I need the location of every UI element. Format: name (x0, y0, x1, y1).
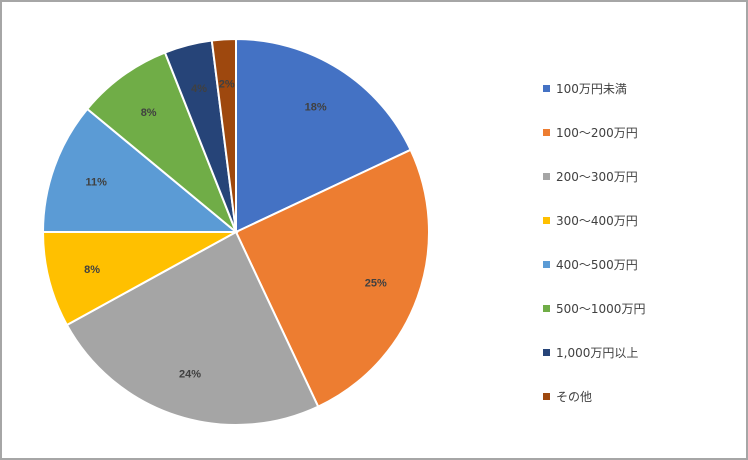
legend-swatch (543, 84, 550, 92)
legend-label: 1,000万円以上 (556, 345, 639, 360)
data-label: 2% (219, 79, 235, 91)
pie-slice (41, 231, 237, 327)
data-label: 4% (191, 83, 207, 95)
pie-slice (235, 37, 412, 234)
legend-item: 100万円未満 (543, 66, 645, 110)
data-label: 8% (84, 264, 100, 276)
legend-label: 100～200万円 (556, 125, 638, 140)
legend-label: 400～500万円 (556, 257, 638, 272)
legend-swatch (543, 128, 550, 136)
legend-item: 100～200万円 (543, 110, 645, 154)
pie-slice (41, 107, 239, 233)
legend-swatch (543, 392, 550, 400)
data-label: 8% (141, 107, 157, 119)
legend-swatch (543, 260, 550, 268)
legend-item: 1,000万円以上 (543, 330, 645, 374)
legend-item: 200～300万円 (543, 154, 645, 198)
legend-item: 500～1000万円 (543, 286, 645, 330)
data-label: 18% (305, 102, 327, 114)
legend-swatch (543, 348, 550, 356)
legend-swatch (543, 172, 550, 180)
data-label: 25% (365, 277, 387, 289)
legend-label: 300～400万円 (556, 213, 638, 228)
chart-legend: 100万円未満 100～200万円 200～300万円 300～400万円 400～50… (543, 66, 645, 418)
pie-slice (65, 230, 320, 426)
pie-slice (85, 51, 237, 233)
legend-item: 300～400万円 (543, 198, 645, 242)
data-label: 24% (179, 368, 201, 380)
legend-item: その他 (543, 374, 645, 418)
legend-item: 400～500万円 (543, 242, 645, 286)
legend-label: その他 (556, 389, 593, 404)
legend-swatch (543, 304, 550, 312)
legend-swatch (543, 216, 550, 224)
data-label: 11% (85, 177, 107, 189)
legend-label: 200～300万円 (556, 169, 638, 184)
pie-slice (234, 148, 430, 408)
pie-slice (210, 37, 237, 233)
legend-label: 500～1000万円 (556, 301, 646, 316)
legend-label: 100万円未満 (556, 81, 627, 96)
